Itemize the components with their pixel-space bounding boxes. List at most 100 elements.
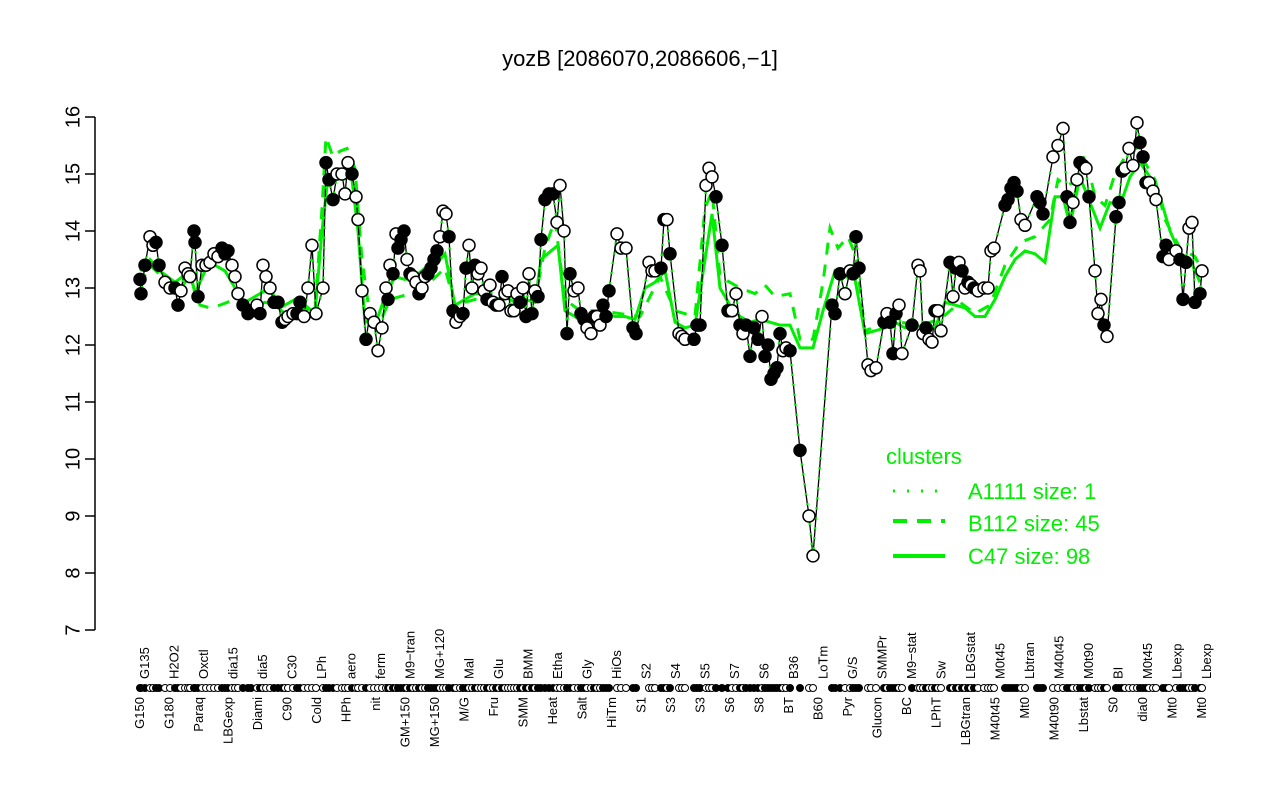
y-tick-label: 14	[62, 220, 84, 242]
data-point	[770, 361, 784, 375]
data-point	[1091, 306, 1105, 321]
data-point	[495, 269, 509, 284]
x-tick-label-bottom: Salt	[575, 697, 590, 720]
x-tick-label-top: Glu	[491, 659, 506, 679]
data-point	[895, 346, 909, 361]
data-point	[341, 155, 355, 170]
x-tick-label-top: H2O2	[167, 645, 182, 679]
x-tick-label-top: Lbtran	[1022, 642, 1037, 679]
axis-rug-marker	[937, 684, 945, 692]
x-tick-label-top: S7	[727, 663, 742, 679]
data-point	[351, 212, 365, 227]
data-point	[557, 224, 571, 238]
x-tick-label-bottom: M40t90	[1047, 697, 1062, 740]
data-point	[1136, 150, 1150, 164]
data-point	[563, 267, 577, 281]
x-tick-label-top: G/S	[845, 656, 860, 679]
data-point	[546, 187, 560, 201]
x-axis: G135 H2O2 Oxctl dia15 dia5 C30 LPh aero ferm M9−t…	[132, 629, 1214, 747]
plot-area	[133, 115, 1209, 563]
data-point	[430, 244, 444, 258]
data-point	[259, 269, 273, 284]
data-point	[550, 215, 564, 230]
axis-rug-marker	[990, 684, 998, 692]
data-point	[693, 318, 707, 332]
data-point	[371, 343, 385, 358]
x-tick-label-top: LoTm	[816, 646, 831, 679]
data-point	[1046, 150, 1060, 164]
data-point	[1126, 158, 1140, 173]
data-point	[525, 306, 539, 321]
data-point	[442, 229, 456, 244]
x-tick-label-bottom: Mt0	[1194, 697, 1209, 719]
data-point	[253, 306, 267, 321]
data-point	[319, 155, 333, 170]
data-point	[758, 349, 772, 364]
data-point	[599, 309, 613, 324]
data-point	[761, 338, 775, 352]
data-point	[802, 509, 816, 523]
data-point	[171, 298, 185, 312]
x-tick-label-top: LPh	[314, 656, 329, 679]
data-point	[869, 361, 883, 375]
data-point	[663, 247, 677, 261]
axis-rug-marker	[681, 684, 689, 692]
data-point	[838, 286, 852, 301]
data-point	[462, 238, 476, 253]
data-point	[981, 281, 995, 295]
data-point	[1185, 215, 1199, 230]
data-point	[359, 332, 373, 347]
x-tick-label-bottom: B60	[811, 697, 826, 720]
data-point	[225, 258, 239, 272]
data-point	[1010, 184, 1024, 198]
data-point	[783, 343, 797, 358]
x-tick-label-bottom: S0	[1106, 697, 1121, 713]
data-point	[747, 321, 761, 335]
x-tick-label-top: M9−stat	[904, 632, 919, 679]
data-point	[560, 326, 574, 341]
data-point	[1133, 135, 1147, 150]
x-tick-label-top: SMMPr	[875, 635, 890, 679]
axis-rug-marker	[855, 684, 863, 692]
x-tick-label-bottom: LPhT	[929, 697, 944, 728]
x-tick-label-top: M0t90	[1081, 643, 1096, 679]
data-point	[138, 258, 152, 272]
data-point	[221, 244, 235, 258]
x-tick-label-bottom: Mt0	[1165, 697, 1180, 719]
x-tick-label-bottom: S3	[663, 697, 678, 713]
x-tick-label-bottom: S3	[693, 697, 708, 713]
x-tick-label-bottom: nit	[368, 697, 383, 711]
data-point	[1109, 210, 1123, 224]
data-point	[793, 443, 807, 458]
x-tick-label-top: LBGstat	[963, 632, 978, 679]
data-point	[987, 241, 1001, 255]
cluster-b112-line	[138, 136, 1207, 341]
data-point	[1176, 292, 1190, 307]
x-tick-label-top: M40t45	[1052, 636, 1067, 679]
x-tick-label-top: Lbexp	[1199, 644, 1214, 679]
axis-rug-marker	[796, 684, 804, 692]
data-point	[1193, 286, 1207, 301]
y-tick-label: 13	[62, 277, 84, 299]
x-tick-label-top: M0t45	[1140, 643, 1155, 679]
y-tick-label: 9	[62, 510, 84, 521]
data-point	[852, 261, 866, 275]
data-point	[149, 235, 163, 250]
data-point	[456, 306, 470, 321]
data-point	[705, 170, 719, 184]
axis-rug-marker	[622, 684, 630, 692]
data-point	[1018, 218, 1032, 233]
data-point	[1070, 172, 1084, 187]
data-point	[919, 321, 933, 335]
data-point	[483, 278, 497, 292]
data-point	[1149, 192, 1163, 207]
x-tick-label-bottom: Lbstat	[1076, 697, 1091, 733]
x-tick-label-top: B36	[786, 656, 801, 679]
data-point	[386, 267, 400, 281]
data-point	[231, 286, 245, 301]
x-tick-label-bottom: MG+150	[427, 697, 442, 747]
data-point	[301, 281, 315, 295]
data-point	[619, 241, 633, 255]
data-point	[1094, 292, 1108, 307]
x-tick-label-top: Gly	[580, 659, 595, 679]
